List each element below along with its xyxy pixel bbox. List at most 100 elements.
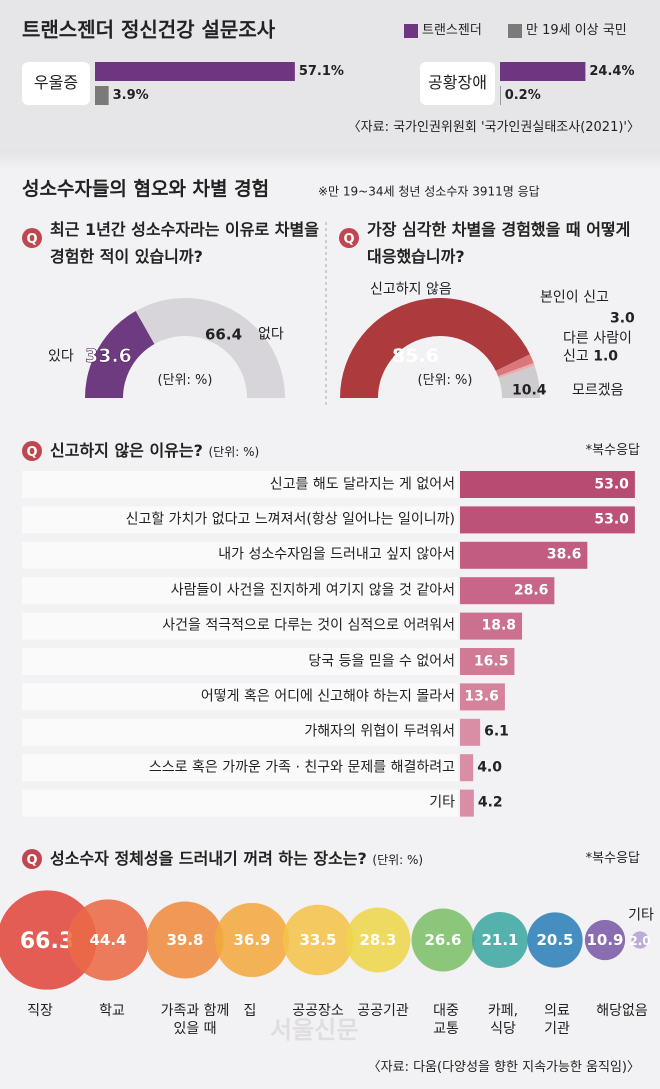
row-bg <box>22 506 458 534</box>
bar <box>95 62 295 81</box>
unit-label: (단위: %) <box>372 853 424 867</box>
category-label: 기타 <box>429 794 455 811</box>
value-label: 4.0 <box>477 758 502 775</box>
row-bg <box>22 718 458 746</box>
bar <box>460 506 635 534</box>
bubble <box>471 911 529 969</box>
bubble <box>345 907 411 973</box>
source: 〈자료: 다움(다양성을 향한 지속가능한 움직임)〉 <box>367 1059 640 1075</box>
section-note: ※만 19~34세 청년 성소수자 3911명 응답 <box>318 184 540 199</box>
category-label: 공공기관 <box>357 1003 409 1019</box>
category-label: 사건을 적극적으로 다루는 것이 심적으로 어려워서 <box>162 617 455 634</box>
bubble <box>0 890 97 990</box>
category-label: 없다 <box>258 326 284 343</box>
bubble <box>146 901 224 979</box>
chart-heading: 신고하지 않은 이유는? (단위: %) <box>50 441 259 461</box>
category-label: 집 <box>243 1003 257 1019</box>
category-label: 사람들이 사건을 진지하게 여기지 않을 것 같아서 <box>170 581 455 598</box>
value-label: 0.2% <box>504 87 541 103</box>
q-badge <box>339 228 359 248</box>
value-label: 66.4 <box>205 325 243 344</box>
bar <box>500 62 586 81</box>
category-label: 카페, 식당 <box>487 1003 519 1037</box>
value-label: 36.9 <box>233 931 270 949</box>
row-bg <box>22 471 458 498</box>
q-badge <box>22 441 42 461</box>
q-badge <box>22 849 42 869</box>
section-title: 성소수자들의 혐오와 차별 경험 <box>22 178 270 201</box>
category-label: 신고할 가치가 없다고 느껴져서(항상 일어나는 일이니까) <box>125 511 455 528</box>
row-bg <box>22 541 458 569</box>
bubble <box>631 931 649 949</box>
unit-label: (단위: %) <box>208 445 260 459</box>
category-label: 가족과 함께 있을 때 <box>160 1003 230 1037</box>
note: *복수응답 <box>585 850 640 866</box>
value-label: 24.4% <box>589 63 635 79</box>
q-badge-text: Q <box>26 853 37 868</box>
category-label: 모르겠음 <box>572 382 624 399</box>
q-badge-text: Q <box>343 232 354 247</box>
row-bg <box>22 612 458 640</box>
legend-swatch <box>508 24 522 38</box>
chart-heading: 성소수자 정체성을 드러내기 꺼려 하는 장소는? (단위: %) <box>50 849 423 869</box>
category-label: 공황장애 <box>428 73 487 92</box>
value-label: 1.0 <box>593 348 619 364</box>
value-label: 10.9 <box>586 931 623 949</box>
bubble <box>527 912 583 968</box>
category-label: 공공장소 <box>292 1003 344 1019</box>
q-badge-text: Q <box>26 445 37 460</box>
unit-label: (단위: %) <box>157 372 213 388</box>
category-label: 가해자의 위협이 두려워서 <box>304 723 455 740</box>
value-label: 53.0 <box>594 511 629 528</box>
bar <box>460 754 474 782</box>
title: 트랜스젠더 정신건강 설문조사 <box>22 17 276 42</box>
category-label: 당국 등을 믿을 수 없어서 <box>308 652 455 669</box>
watermark: 서울신문 <box>270 1016 359 1044</box>
bubble <box>214 902 290 978</box>
question: 최근 1년간 성소수자라는 이유로 차별을 경험한 적이 있습니까? <box>50 220 319 266</box>
value-label: 28.6 <box>513 581 549 598</box>
category-label: 의료기관 <box>544 1003 570 1037</box>
row-bg <box>22 683 458 711</box>
bubble <box>584 919 626 961</box>
value-label: 21.1 <box>481 931 518 949</box>
bar <box>460 471 635 498</box>
row-bg <box>22 789 458 817</box>
value-label: 66.3 <box>20 929 74 954</box>
unit-label: (단위: %) <box>417 372 473 388</box>
note: *복수응답 <box>585 442 640 458</box>
bar <box>460 541 588 569</box>
value-label: 33.5 <box>299 931 336 949</box>
legend-label: 트랜스젠더 <box>422 22 482 38</box>
value-label: 53.0 <box>594 475 629 492</box>
bubble <box>411 908 475 972</box>
value-label: 3.9% <box>112 87 149 103</box>
value-label: 38.6 <box>546 546 582 563</box>
category-label: 있다 <box>48 348 74 365</box>
chart-title: 신고하지 않은 이유는? <box>50 441 203 460</box>
value-label: 13.6 <box>464 688 499 705</box>
value-label: 85.6 <box>392 345 439 368</box>
value-label: 26.6 <box>424 931 461 949</box>
category-box <box>22 62 90 105</box>
category-label: 우울증 <box>33 73 79 92</box>
bar <box>460 648 515 675</box>
value-label: 2.0 <box>629 934 650 948</box>
value-label: 20.5 <box>536 931 573 949</box>
category-label: 직장 <box>27 1003 53 1019</box>
legend-label: 만 19세 이상 국민 <box>526 22 627 38</box>
value-label: 18.8 <box>481 617 517 634</box>
donut-segment <box>498 365 540 398</box>
category-label: 다른 사람이 신고 <box>563 330 632 365</box>
row-bg <box>22 577 458 605</box>
value-label: 3.0 <box>610 310 635 327</box>
row-bg <box>22 648 458 675</box>
category-label: 본인이 신고 <box>540 289 609 306</box>
value-label: 57.1% <box>298 63 344 79</box>
category-label: 신고하지 않음 <box>370 281 452 298</box>
legend-swatch <box>404 24 418 38</box>
value-label: 16.5 <box>473 652 509 669</box>
value-label: 6.1 <box>484 723 509 740</box>
